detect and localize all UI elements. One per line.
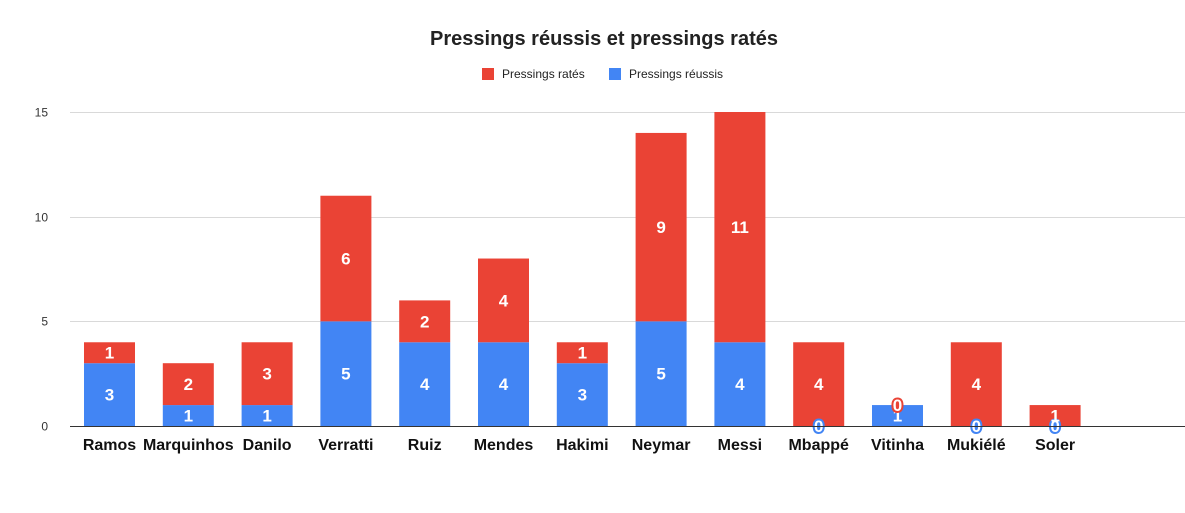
bar-pressings-rates-verratti [320, 195, 372, 322]
data-label-pressings-reussis-verratti: 5 [341, 365, 350, 384]
data-label-pressings-reussis-danilo: 1 [262, 407, 271, 426]
bar-pressings-reussis-danilo [241, 405, 293, 426]
x-tick-label-mendes: Mendes [474, 437, 534, 454]
bar-pressings-reussis-marquinhos [162, 405, 214, 426]
bar-pressings-reussis-messi [714, 342, 766, 426]
chart-legend: Pressings ratés Pressings réussis [482, 67, 723, 81]
bar-pressings-reussis-neymar [635, 321, 687, 426]
data-label-pressings-reussis-ruiz: 4 [420, 375, 430, 394]
bar-pressings-rates-hakimi [556, 342, 608, 364]
gridlines [70, 112, 1185, 322]
bar-pressings-rates-mendes [478, 258, 529, 343]
chart-title: Pressings réussis et pressings ratés [430, 28, 778, 50]
data-label-pressings-rates-soler: 1 [1050, 407, 1059, 426]
data-label-pressings-rates-danilo: 3 [262, 365, 271, 384]
bar-pressings-rates-mukiele [950, 342, 1002, 426]
data-label-pressings-rates-neymar: 9 [656, 218, 665, 237]
data-label-pressings-reussis-mendes: 4 [499, 375, 509, 394]
bar-pressings-reussis-hakimi [556, 363, 608, 426]
data-label-pressings-reussis-hakimi: 3 [578, 386, 587, 405]
y-tick-label: 15 [35, 106, 49, 120]
legend-swatch-pressings-rates [482, 68, 494, 80]
legend-swatch-pressings-reussis [609, 68, 621, 80]
data-label-pressings-rates-vitinha: 0 [893, 396, 902, 415]
data-label-pressings-reussis-ramos: 3 [105, 386, 114, 405]
bar-pressings-rates-messi [714, 112, 766, 343]
data-label-pressings-rates-ruiz: 2 [420, 312, 429, 331]
data-label-pressings-reussis-marquinhos: 1 [184, 407, 193, 426]
bar-pressings-reussis-mendes [478, 342, 529, 426]
bar-pressings-reussis-ramos [84, 363, 135, 426]
bar-pressings-rates-marquinhos [162, 363, 214, 406]
x-tick-label-messi: Messi [718, 437, 762, 454]
data-label-pressings-rates-marquinhos: 2 [184, 375, 193, 394]
data-label-pressings-rates-mbappe: 4 [814, 375, 824, 394]
x-tick-label-mukiele: Mukiélé [947, 437, 1006, 454]
legend-label-pressings-reussis: Pressings réussis [629, 67, 723, 81]
data-label-pressings-reussis-messi: 4 [735, 375, 745, 394]
y-tick-label: 0 [41, 420, 48, 434]
bar-pressings-rates-mbappe [793, 342, 845, 426]
x-tick-label-neymar: Neymar [632, 437, 691, 454]
x-tick-label-danilo: Danilo [243, 437, 292, 454]
x-tick-label-vitinha: Vitinha [871, 437, 924, 454]
x-tick-label-verratti: Verratti [318, 437, 373, 454]
y-tick-label: 10 [35, 211, 49, 225]
x-tick-label-soler: Soler [1035, 437, 1075, 454]
bar-pressings-rates-ruiz [399, 300, 451, 343]
bar-pressings-reussis-verratti [320, 321, 372, 426]
x-axis-ticks: Ramos Marquinhos Danilo Verratti Ruiz Mendes H… [83, 437, 1075, 454]
x-tick-label-ramos: Ramos [83, 437, 136, 454]
bar-pressings-rates-ramos [84, 342, 135, 364]
x-tick-label-hakimi: Hakimi [556, 437, 608, 454]
bars-group [84, 112, 1081, 426]
y-axis-ticks: 0 5 10 15 [35, 106, 49, 434]
bar-pressings-rates-neymar [635, 132, 687, 322]
x-tick-label-mbappe: Mbappé [788, 437, 849, 454]
data-label-pressings-rates-mukiele: 4 [972, 375, 982, 394]
data-label-pressings-rates-verratti: 6 [341, 250, 350, 269]
legend-label-pressings-rates: Pressings ratés [502, 67, 585, 81]
x-tick-label-marquinhos: Marquinhos [143, 437, 234, 454]
bar-pressings-reussis-vitinha [872, 405, 923, 426]
x-tick-label-ruiz: Ruiz [408, 437, 442, 454]
y-tick-label: 5 [41, 315, 48, 329]
data-label-pressings-rates-mendes: 4 [499, 291, 509, 310]
bar-pressings-rates-danilo [241, 342, 293, 406]
bar-pressings-rates-soler [1029, 405, 1081, 426]
data-label-pressings-reussis-vitinha: 1 [893, 407, 902, 426]
bar-pressings-reussis-ruiz [399, 342, 451, 426]
data-label-pressings-rates-hakimi: 1 [578, 344, 587, 363]
data-label-pressings-reussis-neymar: 5 [656, 365, 665, 384]
data-label-pressings-rates-messi: 11 [731, 218, 749, 237]
data-label-pressings-rates-ramos: 1 [105, 344, 114, 363]
